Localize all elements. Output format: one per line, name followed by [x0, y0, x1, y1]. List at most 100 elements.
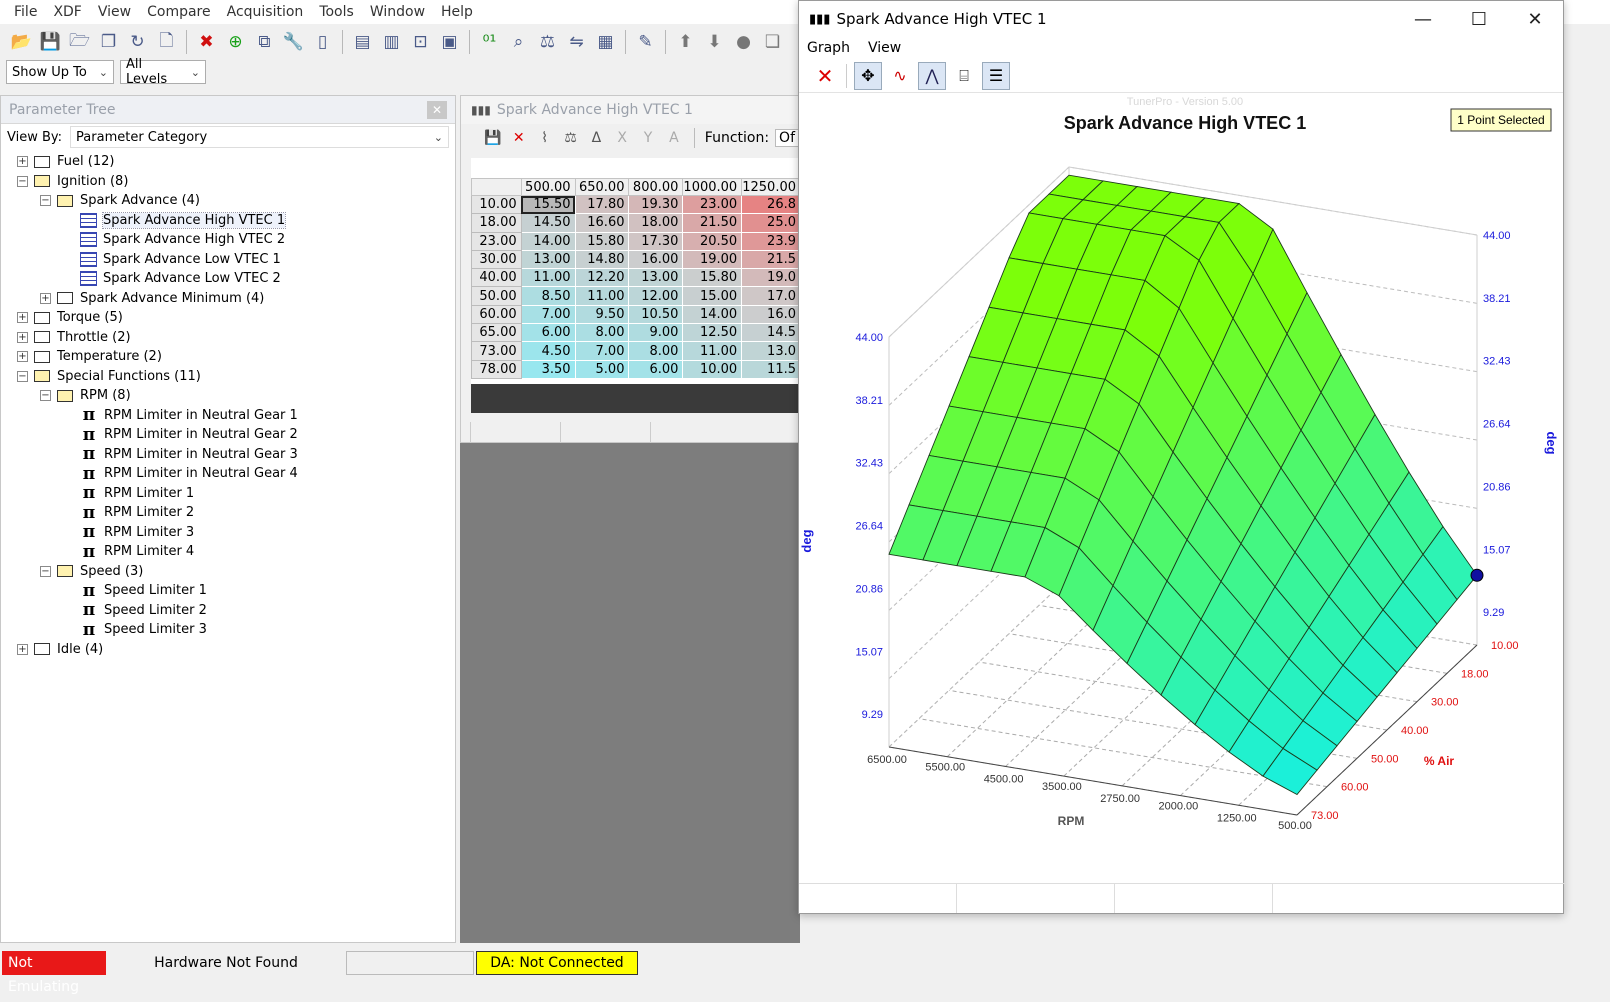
table-cell[interactable]: 14.00	[520, 231, 576, 251]
surface-cell[interactable]	[1262, 747, 1318, 796]
calculator-icon[interactable]: ▦	[597, 32, 614, 52]
monitor-icon[interactable]: ▣	[441, 32, 458, 52]
table-cell[interactable]: 26.8	[741, 194, 801, 215]
expand-icon[interactable]: +	[17, 351, 28, 363]
arrow-down-icon[interactable]: ⬇	[707, 32, 722, 52]
blank-icon[interactable]: ▯	[317, 32, 328, 52]
table-cell[interactable]: 15.80	[682, 268, 743, 288]
table-cell[interactable]: 19.0	[741, 268, 801, 288]
table-cell[interactable]: 23.00	[682, 194, 743, 215]
tree-item[interactable]: + Fuel (12)	[1, 152, 455, 172]
table-cell[interactable]: 12.00	[628, 286, 684, 306]
compare-icon[interactable]: ⇋	[569, 32, 584, 52]
tree-item[interactable]: − Speed (3)	[1, 562, 455, 582]
delta-icon[interactable]: Δ	[591, 130, 602, 146]
row-header[interactable]: 23.00	[471, 231, 522, 251]
compare-scale-icon[interactable]: ⚖	[539, 32, 556, 52]
text-icon[interactable]: A	[669, 130, 679, 146]
collapse-icon[interactable]: −	[40, 195, 51, 207]
selected-point[interactable]	[1470, 568, 1484, 582]
column-header[interactable]: 500.00	[520, 178, 576, 196]
minimize-button[interactable]: —	[1414, 8, 1432, 30]
refresh-icon[interactable]: ↻	[130, 32, 145, 52]
table-cell[interactable]: 21.50	[682, 213, 743, 233]
tree-item[interactable]: + Temperature (2)	[1, 347, 455, 367]
table-cell[interactable]: 16.00	[628, 249, 684, 270]
layout-1-icon[interactable]: ▤	[354, 32, 371, 52]
menu-item-compare[interactable]: Compare	[147, 4, 211, 20]
tree-item[interactable]: − Ignition (8)	[1, 172, 455, 192]
open-icon[interactable]: 📂	[10, 32, 33, 52]
menu-item-tools[interactable]: Tools	[319, 4, 354, 20]
table-cell[interactable]: 13.00	[628, 268, 684, 288]
expand-icon[interactable]: +	[17, 312, 28, 324]
column-header[interactable]: 800.00	[628, 178, 684, 196]
row-header[interactable]: 78.00	[471, 359, 522, 379]
collapse-icon[interactable]: −	[17, 370, 28, 382]
table-cell[interactable]: 9.50	[574, 304, 630, 325]
menu-item-acquisition[interactable]: Acquisition	[226, 4, 304, 20]
save-icon[interactable]: 💾	[39, 32, 62, 52]
pen-icon[interactable]: ✎	[638, 32, 653, 52]
wrench-icon[interactable]: 🔧	[282, 32, 305, 52]
table-cell[interactable]: 15.50	[520, 194, 576, 215]
tree-item[interactable]: + Spark Advance Minimum (4)	[1, 289, 455, 309]
compare-scale-icon[interactable]: ⚖	[564, 130, 577, 146]
table-cell[interactable]: 11.00	[574, 286, 630, 306]
arrow-up-icon[interactable]: ⬆	[678, 32, 693, 52]
table-cell[interactable]: 23.9	[741, 231, 801, 251]
all-levels-dropdown[interactable]: All Levels ⌄	[120, 57, 206, 87]
binary-icon[interactable]: ⁰¹	[482, 32, 497, 52]
table-cell[interactable]: 6.00	[628, 359, 684, 379]
maximize-button[interactable]: ☐	[1470, 8, 1488, 30]
table-cell[interactable]: 10.00	[682, 359, 743, 379]
tree-item[interactable]: π Speed Limiter 3	[1, 620, 455, 640]
legend-icon[interactable]: ☰	[982, 61, 1010, 90]
y-axis-icon[interactable]: Y	[643, 130, 653, 146]
menu-item-window[interactable]: Window	[369, 4, 426, 20]
tree-item[interactable]: π Speed Limiter 1	[1, 581, 455, 601]
table-cell[interactable]: 5.00	[574, 359, 630, 379]
expand-icon[interactable]: +	[17, 331, 28, 343]
graph-menu-graph[interactable]: Graph	[807, 40, 850, 56]
expand-icon[interactable]: +	[17, 643, 28, 655]
collapse-icon[interactable]: −	[40, 390, 51, 402]
row-header[interactable]: 60.00	[471, 304, 522, 325]
table-cell[interactable]: 21.5	[741, 249, 801, 270]
table-cell[interactable]: 12.20	[574, 268, 630, 288]
area-graph-icon[interactable]: ⋀	[918, 61, 946, 90]
table-cell[interactable]: 16.60	[574, 213, 630, 233]
tree-item[interactable]: π RPM Limiter in Neutral Gear 2	[1, 425, 455, 445]
table-cell[interactable]: 14.00	[682, 304, 743, 325]
new-file-icon[interactable]: 🗋	[159, 30, 174, 51]
graph-icon[interactable]: ⌇	[541, 130, 549, 146]
row-header[interactable]: 10.00	[471, 194, 522, 215]
row-header[interactable]: 30.00	[471, 249, 522, 270]
graph-plot-area[interactable]: 44.00 38.21 32.43 26.64 20.86 15.07 9.29 44.00 3…	[799, 93, 1565, 885]
table-cell[interactable]: 7.00	[574, 341, 630, 361]
row-header[interactable]: 40.00	[471, 268, 522, 288]
menu-item-xdf[interactable]: XDF	[53, 4, 82, 20]
row-header[interactable]: 50.00	[471, 286, 522, 306]
function-value[interactable]: Of	[775, 129, 799, 147]
tree-item[interactable]: − Special Functions (11)	[1, 367, 455, 387]
collapse-icon[interactable]: −	[40, 565, 51, 577]
table-cell[interactable]: 11.00	[682, 341, 743, 361]
menu-item-help[interactable]: Help	[441, 4, 473, 20]
table-cell[interactable]: 8.50	[520, 286, 576, 306]
table-cell[interactable]: 3.50	[520, 359, 576, 379]
pages-icon[interactable]: ❏	[764, 32, 781, 52]
search-icon[interactable]: ⌕	[513, 32, 524, 52]
copy-icon[interactable]: ❐	[100, 32, 117, 52]
expand-icon[interactable]: +	[17, 156, 28, 168]
expand-icon[interactable]: +	[40, 292, 51, 304]
tree-item[interactable]: Spark Advance Low VTEC 1	[1, 250, 455, 270]
table-cell[interactable]: 13.0	[741, 341, 801, 361]
tree-item[interactable]: + Throttle (2)	[1, 328, 455, 348]
delete-icon[interactable]: ✖	[199, 32, 214, 52]
close-icon[interactable]: ✕	[512, 130, 525, 146]
table-cell[interactable]: 25.0	[741, 213, 801, 233]
row-header[interactable]: 73.00	[471, 341, 522, 361]
move-icon[interactable]: ✥	[854, 61, 882, 90]
table-cell[interactable]: 14.5	[741, 323, 801, 343]
